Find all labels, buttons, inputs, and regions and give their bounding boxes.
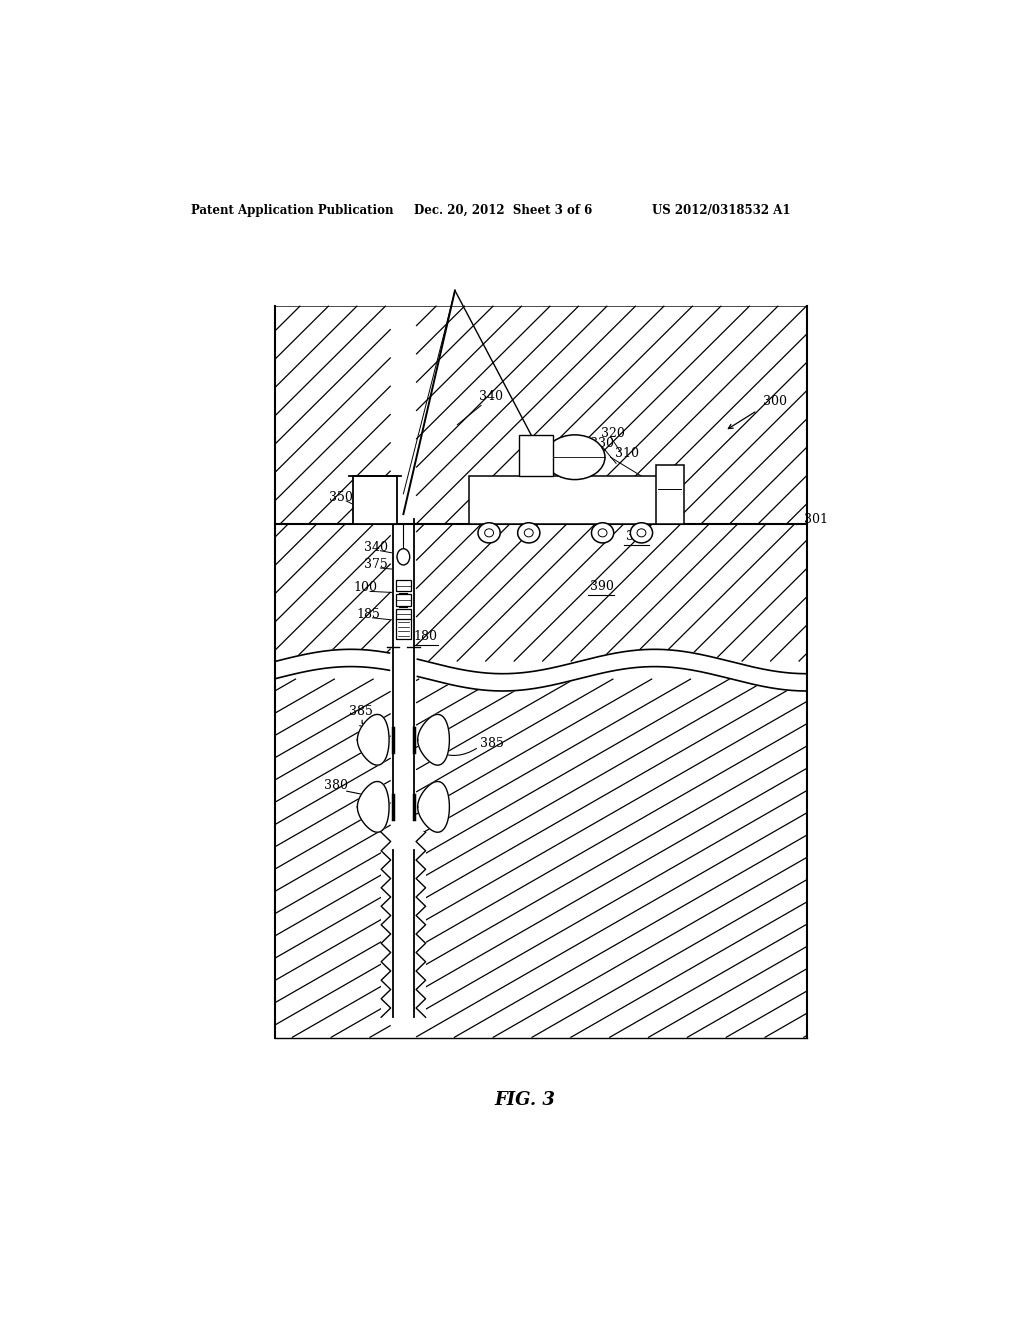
Bar — [381, 833, 426, 1018]
Bar — [393, 519, 414, 1018]
Text: 310: 310 — [615, 447, 639, 461]
Polygon shape — [418, 781, 450, 832]
Ellipse shape — [598, 529, 607, 537]
Polygon shape — [357, 714, 389, 766]
Text: 340: 340 — [479, 391, 503, 404]
Bar — [396, 609, 411, 620]
Ellipse shape — [518, 523, 540, 543]
Text: 385: 385 — [480, 737, 504, 750]
Text: Patent Application Publication: Patent Application Publication — [191, 205, 394, 216]
Text: 380: 380 — [324, 779, 348, 792]
Text: 340: 340 — [364, 541, 388, 553]
Text: 300: 300 — [763, 396, 786, 408]
Text: 100: 100 — [353, 581, 378, 594]
Bar — [469, 475, 680, 524]
Bar — [396, 594, 411, 606]
Text: Dec. 20, 2012  Sheet 3 of 6: Dec. 20, 2012 Sheet 3 of 6 — [414, 205, 592, 216]
Text: 320: 320 — [601, 426, 625, 440]
Bar — [396, 619, 411, 639]
Ellipse shape — [524, 529, 534, 537]
Bar — [519, 434, 553, 475]
Text: FIG. 3: FIG. 3 — [495, 1092, 555, 1109]
Ellipse shape — [545, 434, 605, 479]
Circle shape — [397, 549, 410, 565]
Ellipse shape — [637, 529, 646, 537]
Text: 385: 385 — [348, 705, 373, 718]
Ellipse shape — [478, 523, 500, 543]
Bar — [655, 466, 684, 524]
Text: US 2012/0318532 A1: US 2012/0318532 A1 — [652, 205, 791, 216]
Text: 390: 390 — [590, 581, 613, 594]
Text: 375: 375 — [364, 558, 387, 572]
Bar — [353, 475, 397, 524]
Text: 180: 180 — [414, 630, 437, 643]
Text: 395: 395 — [626, 529, 649, 543]
Ellipse shape — [592, 523, 613, 543]
Polygon shape — [357, 781, 389, 832]
Text: 301: 301 — [804, 513, 828, 527]
Text: 330: 330 — [590, 437, 613, 450]
Ellipse shape — [631, 523, 652, 543]
Polygon shape — [418, 714, 450, 766]
Ellipse shape — [484, 529, 494, 537]
Text: 185: 185 — [356, 607, 381, 620]
Bar — [396, 581, 411, 591]
Text: 350: 350 — [329, 491, 352, 504]
